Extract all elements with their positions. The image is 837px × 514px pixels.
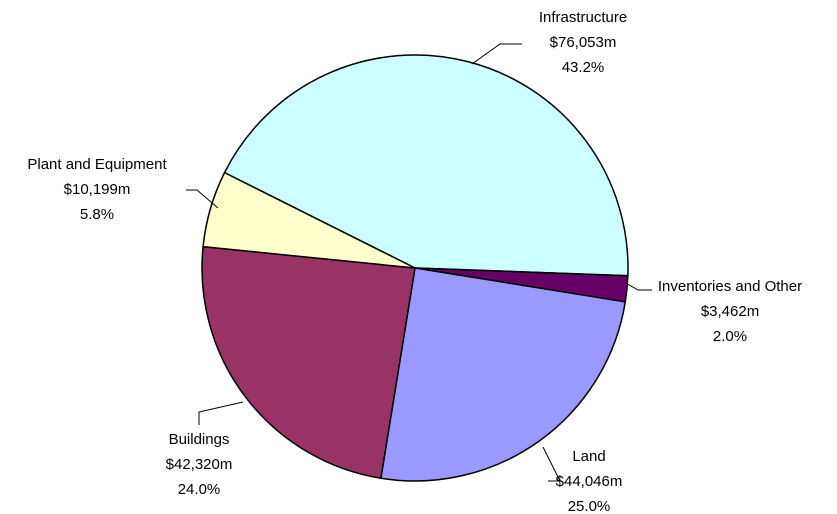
slice-label: Land: [572, 448, 605, 465]
percent-label: 25.0%: [568, 498, 611, 514]
pie-slice: [379, 267, 627, 482]
leader-line: [542, 446, 561, 482]
leader-line: [471, 43, 522, 65]
value-label: $76,053m: [550, 34, 617, 51]
pie-slice: [201, 245, 416, 480]
slice-label: Plant and Equipment: [27, 156, 167, 173]
percent-label: 43.2%: [562, 59, 605, 76]
percent-label: 2.0%: [713, 328, 747, 345]
pie-slice: [202, 171, 416, 269]
slice-label: Inventories and Other: [658, 278, 802, 295]
slice-label: Infrastructure: [539, 9, 627, 26]
leader-line: [198, 401, 244, 425]
value-label: $3,462m: [701, 303, 759, 320]
value-label: $10,199m: [64, 181, 131, 198]
leader-line: [623, 281, 652, 291]
pie-slice: [223, 54, 629, 277]
leader-line: [186, 189, 219, 209]
value-label: $42,320m: [166, 456, 233, 473]
percent-label: 5.8%: [80, 206, 114, 223]
value-label: $44,046m: [556, 473, 623, 490]
slice-label: Buildings: [169, 431, 230, 448]
percent-label: 24.0%: [178, 481, 221, 498]
